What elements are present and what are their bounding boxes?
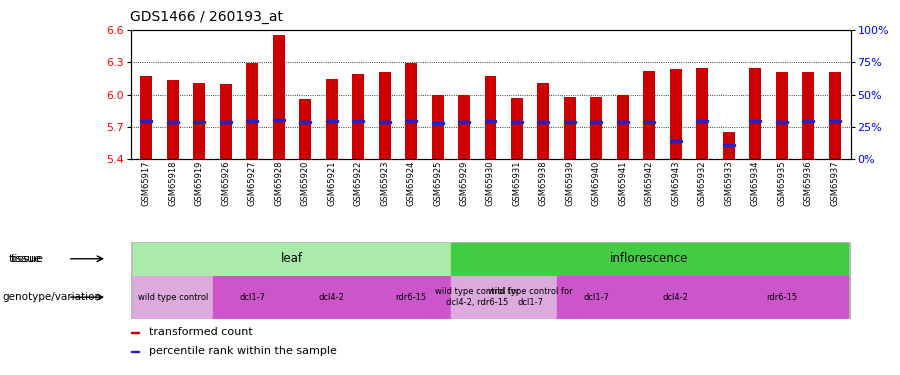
Bar bbox=[716, 276, 848, 318]
Text: rdr6-15: rdr6-15 bbox=[766, 292, 797, 302]
Bar bbox=[379, 121, 391, 123]
Bar bbox=[504, 276, 557, 318]
Text: wild type control for
dcl1-7: wild type control for dcl1-7 bbox=[488, 288, 572, 307]
Bar bbox=[220, 121, 231, 123]
Text: rdr6-15: rdr6-15 bbox=[395, 292, 427, 302]
Text: leaf: leaf bbox=[281, 252, 303, 265]
Bar bbox=[670, 69, 681, 159]
Bar bbox=[636, 276, 716, 318]
Text: percentile rank within the sample: percentile rank within the sample bbox=[149, 346, 338, 356]
Bar bbox=[723, 132, 734, 159]
Bar bbox=[484, 76, 497, 159]
Bar bbox=[133, 243, 451, 275]
Bar bbox=[130, 332, 139, 333]
Bar bbox=[379, 72, 391, 159]
Bar bbox=[292, 276, 372, 318]
Bar bbox=[697, 120, 708, 122]
Bar bbox=[247, 63, 258, 159]
Bar bbox=[564, 121, 576, 123]
Bar bbox=[451, 243, 848, 275]
Bar bbox=[133, 276, 212, 318]
Text: GDS1466 / 260193_at: GDS1466 / 260193_at bbox=[130, 10, 284, 24]
Bar bbox=[405, 63, 417, 159]
Text: dcl1-7: dcl1-7 bbox=[239, 292, 266, 302]
Text: wild type control for
dcl4-2, rdr6-15: wild type control for dcl4-2, rdr6-15 bbox=[435, 288, 519, 307]
Bar bbox=[829, 120, 841, 122]
Text: transformed count: transformed count bbox=[149, 327, 253, 338]
Bar bbox=[247, 120, 258, 122]
Text: genotype/variation: genotype/variation bbox=[3, 292, 102, 302]
Bar bbox=[564, 97, 576, 159]
Bar bbox=[829, 72, 841, 159]
Bar bbox=[670, 140, 681, 142]
Text: dcl1-7: dcl1-7 bbox=[583, 292, 609, 302]
Bar bbox=[458, 95, 470, 159]
Bar bbox=[405, 120, 417, 122]
Bar bbox=[432, 95, 444, 159]
Bar bbox=[432, 122, 444, 124]
Bar bbox=[220, 84, 231, 159]
Bar bbox=[802, 72, 814, 159]
Bar bbox=[776, 121, 788, 123]
Bar bbox=[458, 121, 470, 123]
Bar bbox=[194, 83, 205, 159]
Bar bbox=[723, 144, 734, 146]
Bar bbox=[372, 276, 451, 318]
Bar bbox=[802, 120, 814, 122]
Bar bbox=[451, 276, 504, 318]
Bar bbox=[130, 351, 139, 352]
Bar bbox=[697, 68, 708, 159]
Bar bbox=[644, 71, 655, 159]
Bar bbox=[616, 95, 629, 159]
Bar bbox=[749, 120, 761, 122]
Bar bbox=[749, 68, 761, 159]
Bar bbox=[776, 72, 788, 159]
Bar bbox=[557, 276, 636, 318]
Bar bbox=[326, 78, 338, 159]
Text: inflorescence: inflorescence bbox=[610, 252, 688, 265]
Text: wild type control: wild type control bbox=[138, 292, 208, 302]
Bar bbox=[140, 120, 152, 122]
Bar bbox=[299, 121, 311, 123]
Bar bbox=[511, 98, 523, 159]
Bar bbox=[590, 121, 602, 123]
Bar bbox=[273, 119, 284, 121]
Bar bbox=[299, 99, 311, 159]
Text: tissue: tissue bbox=[9, 254, 42, 264]
Bar bbox=[194, 122, 205, 123]
Bar bbox=[166, 121, 179, 123]
Bar bbox=[537, 83, 549, 159]
Bar bbox=[537, 121, 549, 123]
Bar bbox=[616, 121, 629, 123]
Text: tissue: tissue bbox=[11, 254, 43, 264]
Bar bbox=[140, 76, 152, 159]
Bar bbox=[644, 121, 655, 123]
Bar bbox=[352, 74, 365, 159]
Bar bbox=[326, 120, 338, 122]
Bar bbox=[166, 80, 179, 159]
Bar bbox=[273, 35, 284, 159]
Bar bbox=[590, 97, 602, 159]
Bar bbox=[212, 276, 292, 318]
Bar bbox=[511, 121, 523, 123]
Text: dcl4-2: dcl4-2 bbox=[319, 292, 345, 302]
Bar bbox=[352, 120, 365, 122]
Text: dcl4-2: dcl4-2 bbox=[663, 292, 688, 302]
Bar bbox=[484, 120, 497, 122]
